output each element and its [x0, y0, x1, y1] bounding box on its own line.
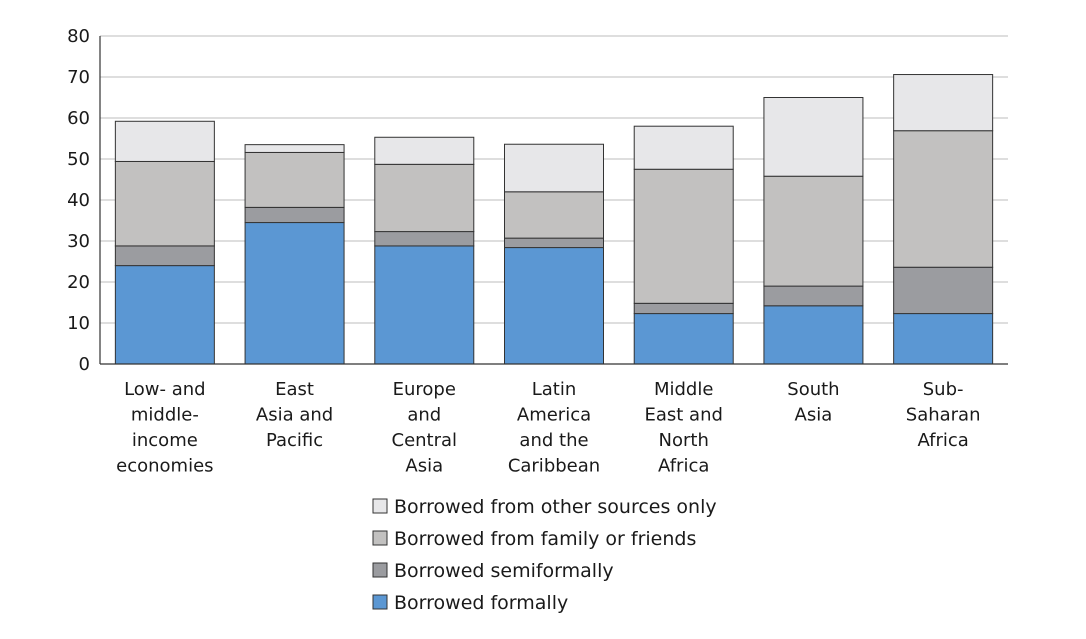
bar-segment-borrowed-from-family-or-friends: [763, 175, 864, 287]
bar-segment-borrowed-from-other-sources-only: [504, 143, 604, 193]
x-category-label-line: Low- and: [124, 379, 206, 400]
x-category-label-line: middle-: [131, 405, 199, 426]
bar-segment-borrowed-semiformally: [504, 237, 604, 249]
x-category-label: East Asia and Pacific: [256, 379, 333, 451]
bar-segment-borrowed-formally: [374, 245, 475, 365]
y-tick-label: 60: [67, 108, 90, 129]
x-category-label-line: East and: [644, 405, 722, 426]
x-category-label-line: Europe: [393, 379, 456, 400]
bar-segment-borrowed-from-family-or-friends: [504, 191, 604, 239]
bar-segment-borrowed-semiformally: [893, 266, 994, 315]
x-category-label: Latin America and the Caribbean: [508, 379, 600, 477]
bar-segment-borrowed-from-family-or-friends: [633, 168, 734, 304]
x-category-label: South Asia: [787, 379, 839, 426]
bar-segment-borrowed-formally: [504, 247, 604, 365]
x-category-label-line: Asia and: [256, 405, 333, 426]
bar-segment-borrowed-from-family-or-friends: [244, 151, 345, 208]
bar-segment-borrowed-from-family-or-friends: [114, 160, 215, 247]
bar-segment-borrowed-semiformally: [763, 285, 864, 307]
x-category-label-line: America: [517, 405, 591, 426]
legend-label: Borrowed semiformally: [394, 560, 614, 582]
bar-segment-borrowed-from-other-sources-only: [893, 74, 994, 132]
legend-label: Borrowed formally: [394, 592, 568, 614]
x-category-label-line: Middle: [654, 379, 713, 400]
x-category-label-line: South: [787, 379, 839, 400]
bar-segment-borrowed-formally: [763, 305, 864, 365]
x-category-label: Middle East and North Africa: [644, 379, 722, 477]
bar-segment-borrowed-semiformally: [114, 245, 215, 267]
bar-segment-borrowed-formally: [244, 222, 345, 365]
x-category-label-line: Sub-: [923, 379, 964, 400]
y-tick-label: 0: [79, 354, 90, 375]
x-category-label: Low- and middle-income economies: [116, 379, 213, 477]
x-category-label-line: Africa: [917, 430, 968, 451]
y-tick-label: 10: [67, 313, 90, 334]
axes: [99, 36, 1008, 365]
bar-segment-borrowed-from-family-or-friends: [893, 130, 994, 268]
bar-segment-borrowed-from-other-sources-only: [114, 120, 215, 162]
bar-segment-borrowed-from-family-or-friends: [374, 163, 475, 233]
bar-segment-borrowed-from-other-sources-only: [374, 136, 475, 165]
bar-segment-borrowed-from-other-sources-only: [763, 97, 864, 177]
x-category-label-line: East: [275, 379, 314, 400]
x-category-label-line: Pacific: [266, 430, 323, 451]
y-tick-label: 80: [67, 26, 90, 47]
x-category-label-line: Asia: [795, 405, 833, 426]
legend-label: Borrowed from family or friends: [394, 528, 696, 550]
x-category-label-line: economies: [116, 456, 213, 477]
y-tick-label: 70: [67, 67, 90, 88]
x-category-label-line: income: [132, 430, 198, 451]
bar-segment-borrowed-semiformally: [244, 206, 345, 224]
y-tick-label: 30: [67, 231, 90, 252]
bar-segment-borrowed-semiformally: [374, 231, 475, 247]
legend-swatch: [372, 530, 388, 546]
bars: [114, 74, 994, 365]
x-category-label-line: Asia: [405, 456, 443, 477]
y-tick-label: 20: [67, 272, 90, 293]
y-axis-ticks: 0 10 20 30 40 50 60 70 80: [67, 26, 90, 375]
legend-label: Borrowed from other sources only: [394, 496, 717, 518]
legend-swatch: [372, 594, 388, 610]
x-category-label-line: Saharan: [906, 405, 981, 426]
y-tick-label: 40: [67, 190, 90, 211]
bar-segment-borrowed-formally: [114, 265, 215, 365]
x-category-label-line: Latin: [532, 379, 577, 400]
y-tick-label: 50: [67, 149, 90, 170]
x-axis-labels: Low- and middle-income economies East Asia a…: [116, 379, 980, 477]
bar-segment-borrowed-from-other-sources-only: [633, 125, 734, 170]
x-category-label-line: and: [407, 405, 441, 426]
x-category-label-line: Caribbean: [508, 456, 600, 477]
bar-segment-borrowed-formally: [893, 313, 994, 365]
x-category-label: Sub- Saharan Africa: [906, 379, 981, 451]
x-category-label-line: Africa: [658, 456, 709, 477]
x-category-label-line: North: [659, 430, 709, 451]
x-category-label-line: Central: [392, 430, 458, 451]
x-category-label-line: and the: [519, 430, 588, 451]
bar-segment-borrowed-formally: [633, 313, 734, 365]
legend-swatch: [372, 498, 388, 514]
bar-segment-borrowed-from-other-sources-only: [244, 144, 345, 153]
legend: Borrowed from other sources only Borrowed…: [372, 496, 717, 614]
legend-swatch: [372, 562, 388, 578]
bar-segment-borrowed-semiformally: [633, 302, 734, 315]
x-category-label: Europe and Central Asia: [392, 379, 458, 477]
